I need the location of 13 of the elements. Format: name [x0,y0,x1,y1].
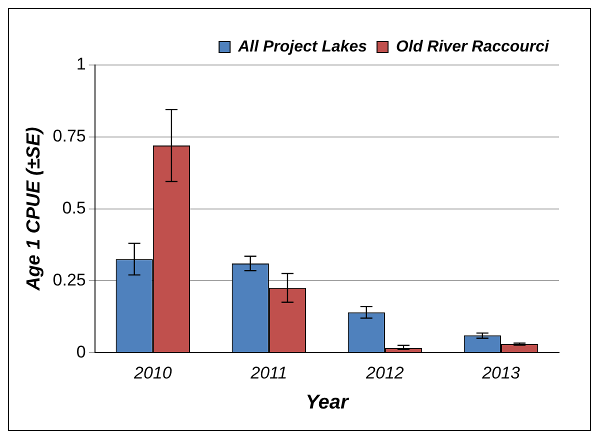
y-axis-title: Age 1 CPUE (±SE) [24,127,45,292]
x-tick-label: 2010 [132,364,172,383]
legend-label: Old River Raccourci [396,38,550,56]
x-tick-label: 2011 [250,364,288,383]
x-tick-label: 2013 [481,364,520,383]
y-tick-label: 0 [76,342,86,362]
y-tick-label: 1 [76,54,86,74]
y-tick-label: 0.25 [52,270,86,290]
y-tick-label: 0.5 [62,198,86,218]
x-tick-label: 2012 [365,364,404,383]
legend-label: All Project Lakes [237,38,368,56]
y-tick-label: 0.75 [52,126,86,146]
x-axis-title: Year [306,392,350,414]
